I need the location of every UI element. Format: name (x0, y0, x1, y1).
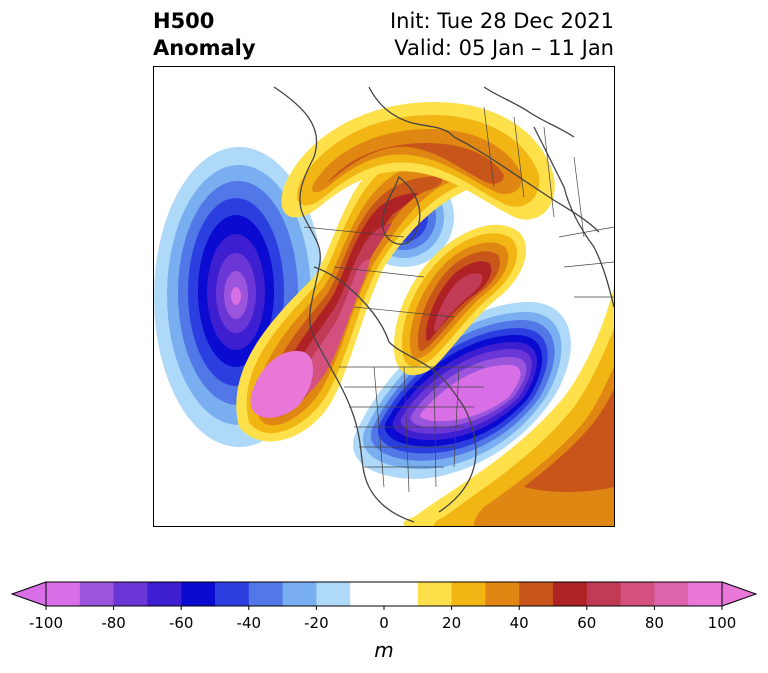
colorbar-segment (282, 582, 317, 606)
colorbar-segment (519, 582, 554, 606)
colorbar-extend-max (721, 581, 758, 607)
colorbar-tick-label: 100 (707, 614, 737, 632)
colorbar-segment (147, 582, 182, 606)
colorbar-tick-label: 80 (644, 614, 664, 632)
colorbar-strip (10, 581, 758, 610)
colorbar-segment (46, 582, 81, 606)
political-boundaries (303, 106, 614, 493)
colorbar-segment (113, 582, 148, 606)
anomaly-map (154, 67, 614, 526)
init-date: Init: Tue 28 Dec 2021 (389, 9, 614, 33)
colorbar: -100 -80 -60 -40 -20 0 20 40 60 80 100 m (0, 570, 768, 673)
atlantic-ridge (403, 287, 614, 526)
title-right: Init: Tue 28 Dec 2021 Valid: 05 Jan – 11… (390, 8, 614, 62)
colorbar-segment (79, 582, 115, 606)
colorbar-tick-label: 40 (509, 614, 529, 632)
colorbar-segment (553, 582, 588, 606)
colorbar-tick-label: 20 (442, 614, 462, 632)
colorbar-tick-label: 60 (577, 614, 597, 632)
colorbar-segment (350, 582, 385, 606)
colorbar-tick-label: -100 (28, 614, 64, 632)
colorbar-segment (316, 582, 351, 606)
greenland-ridge (394, 224, 527, 376)
coastlines (273, 86, 614, 523)
map-panel (153, 66, 615, 527)
colorbar-tick-label: -40 (236, 614, 262, 632)
colorbar-segment (485, 582, 520, 606)
colorbar-segment (654, 582, 689, 606)
colorbar-segment (248, 582, 284, 606)
colorbar-segment (181, 582, 216, 606)
colorbar-segment (215, 582, 250, 606)
colorbar-segment (417, 582, 453, 606)
colorbar-extend-min (10, 581, 47, 607)
valid-range: Valid: 05 Jan – 11 Jan (394, 36, 614, 60)
colorbar-segment (620, 582, 655, 606)
colorbar-tick-label: -60 (168, 614, 194, 632)
colorbar-tick-label: 0 (379, 614, 389, 632)
variable-type: Anomaly (153, 36, 256, 60)
colorbar-unit: m (374, 638, 394, 662)
colorbar-tick-label: -20 (304, 614, 329, 632)
colorbar-segment (384, 582, 419, 606)
colorbar-segment (688, 582, 723, 606)
title-left: H500 Anomaly (153, 8, 256, 62)
variable-name: H500 (153, 9, 215, 33)
colorbar-segment (451, 582, 486, 606)
western-ridge (236, 133, 503, 442)
colorbar-tick-label: -80 (101, 614, 126, 632)
colorbar-segment (586, 582, 622, 606)
